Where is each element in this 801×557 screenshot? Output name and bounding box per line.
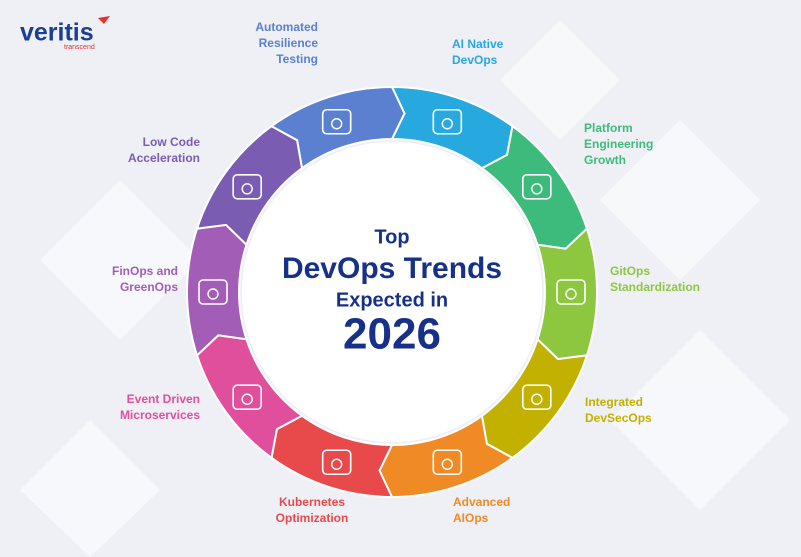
title-line: Top	[374, 226, 409, 248]
trend-label: Microservices	[120, 408, 200, 422]
trend-label: Low Code	[143, 135, 201, 149]
segment-icon-dot	[330, 118, 343, 130]
trend-label: Standardization	[610, 280, 700, 294]
trend-label: Acceleration	[128, 151, 200, 165]
trend-label: DevOps	[452, 53, 498, 67]
trend-label: Testing	[276, 52, 318, 66]
trend-label: AIOps	[453, 511, 489, 525]
trend-label: FinOps and	[112, 264, 178, 278]
trend-label: Advanced	[453, 495, 510, 509]
segment-icon	[232, 173, 262, 200]
trend-label: Growth	[584, 153, 626, 167]
segment-icon	[232, 384, 262, 411]
trend-label: Resilience	[259, 36, 319, 50]
title-line: DevOps Trends	[282, 252, 502, 285]
trend-label: Kubernetes	[279, 495, 345, 509]
segment-icon	[432, 449, 463, 476]
segment-icon-dot	[207, 288, 219, 300]
segment-icon-dot	[531, 393, 543, 405]
trend-label: DevSecOps	[585, 411, 652, 425]
background-diamonds	[20, 20, 790, 557]
segment-icon-dot	[330, 458, 343, 470]
ring	[186, 85, 598, 499]
segment-icon-dot	[441, 458, 454, 470]
segment-icon	[321, 449, 352, 476]
trend-label: Engineering	[584, 137, 653, 151]
logo-name: veritis	[20, 19, 94, 47]
ring-segment	[269, 85, 406, 170]
segment-icon-dot	[565, 288, 577, 300]
trend-label: GitOps	[610, 264, 650, 278]
trend-label: Event Driven	[127, 392, 200, 406]
trend-label: Platform	[584, 121, 633, 135]
segment-icon	[198, 279, 228, 305]
title-year: 2026	[343, 310, 441, 359]
segment-icon	[432, 108, 463, 135]
trend-label: Integrated	[585, 395, 643, 409]
segment-icon	[522, 384, 552, 411]
segment-icon	[556, 279, 586, 305]
trend-label: AI Native	[452, 37, 504, 51]
trend-label: Automated	[255, 20, 318, 34]
ring-segment	[536, 226, 598, 361]
segment-icon	[522, 173, 552, 200]
segment-icon	[321, 108, 352, 135]
trend-label: GreenOps	[120, 280, 178, 294]
logo-tagline: transcend	[64, 44, 95, 51]
labels: AI Native DevOps Platform Engineering Growth…	[112, 20, 700, 525]
segment-icon-dot	[531, 183, 543, 195]
segment-icon-dot	[241, 183, 253, 195]
title-line: Expected in	[336, 289, 448, 311]
logo-mark	[98, 16, 110, 24]
trend-label: Optimization	[276, 511, 349, 525]
center-disc	[242, 142, 542, 442]
segment-icon-dot	[441, 118, 454, 130]
segment-icon-dot	[241, 393, 253, 405]
